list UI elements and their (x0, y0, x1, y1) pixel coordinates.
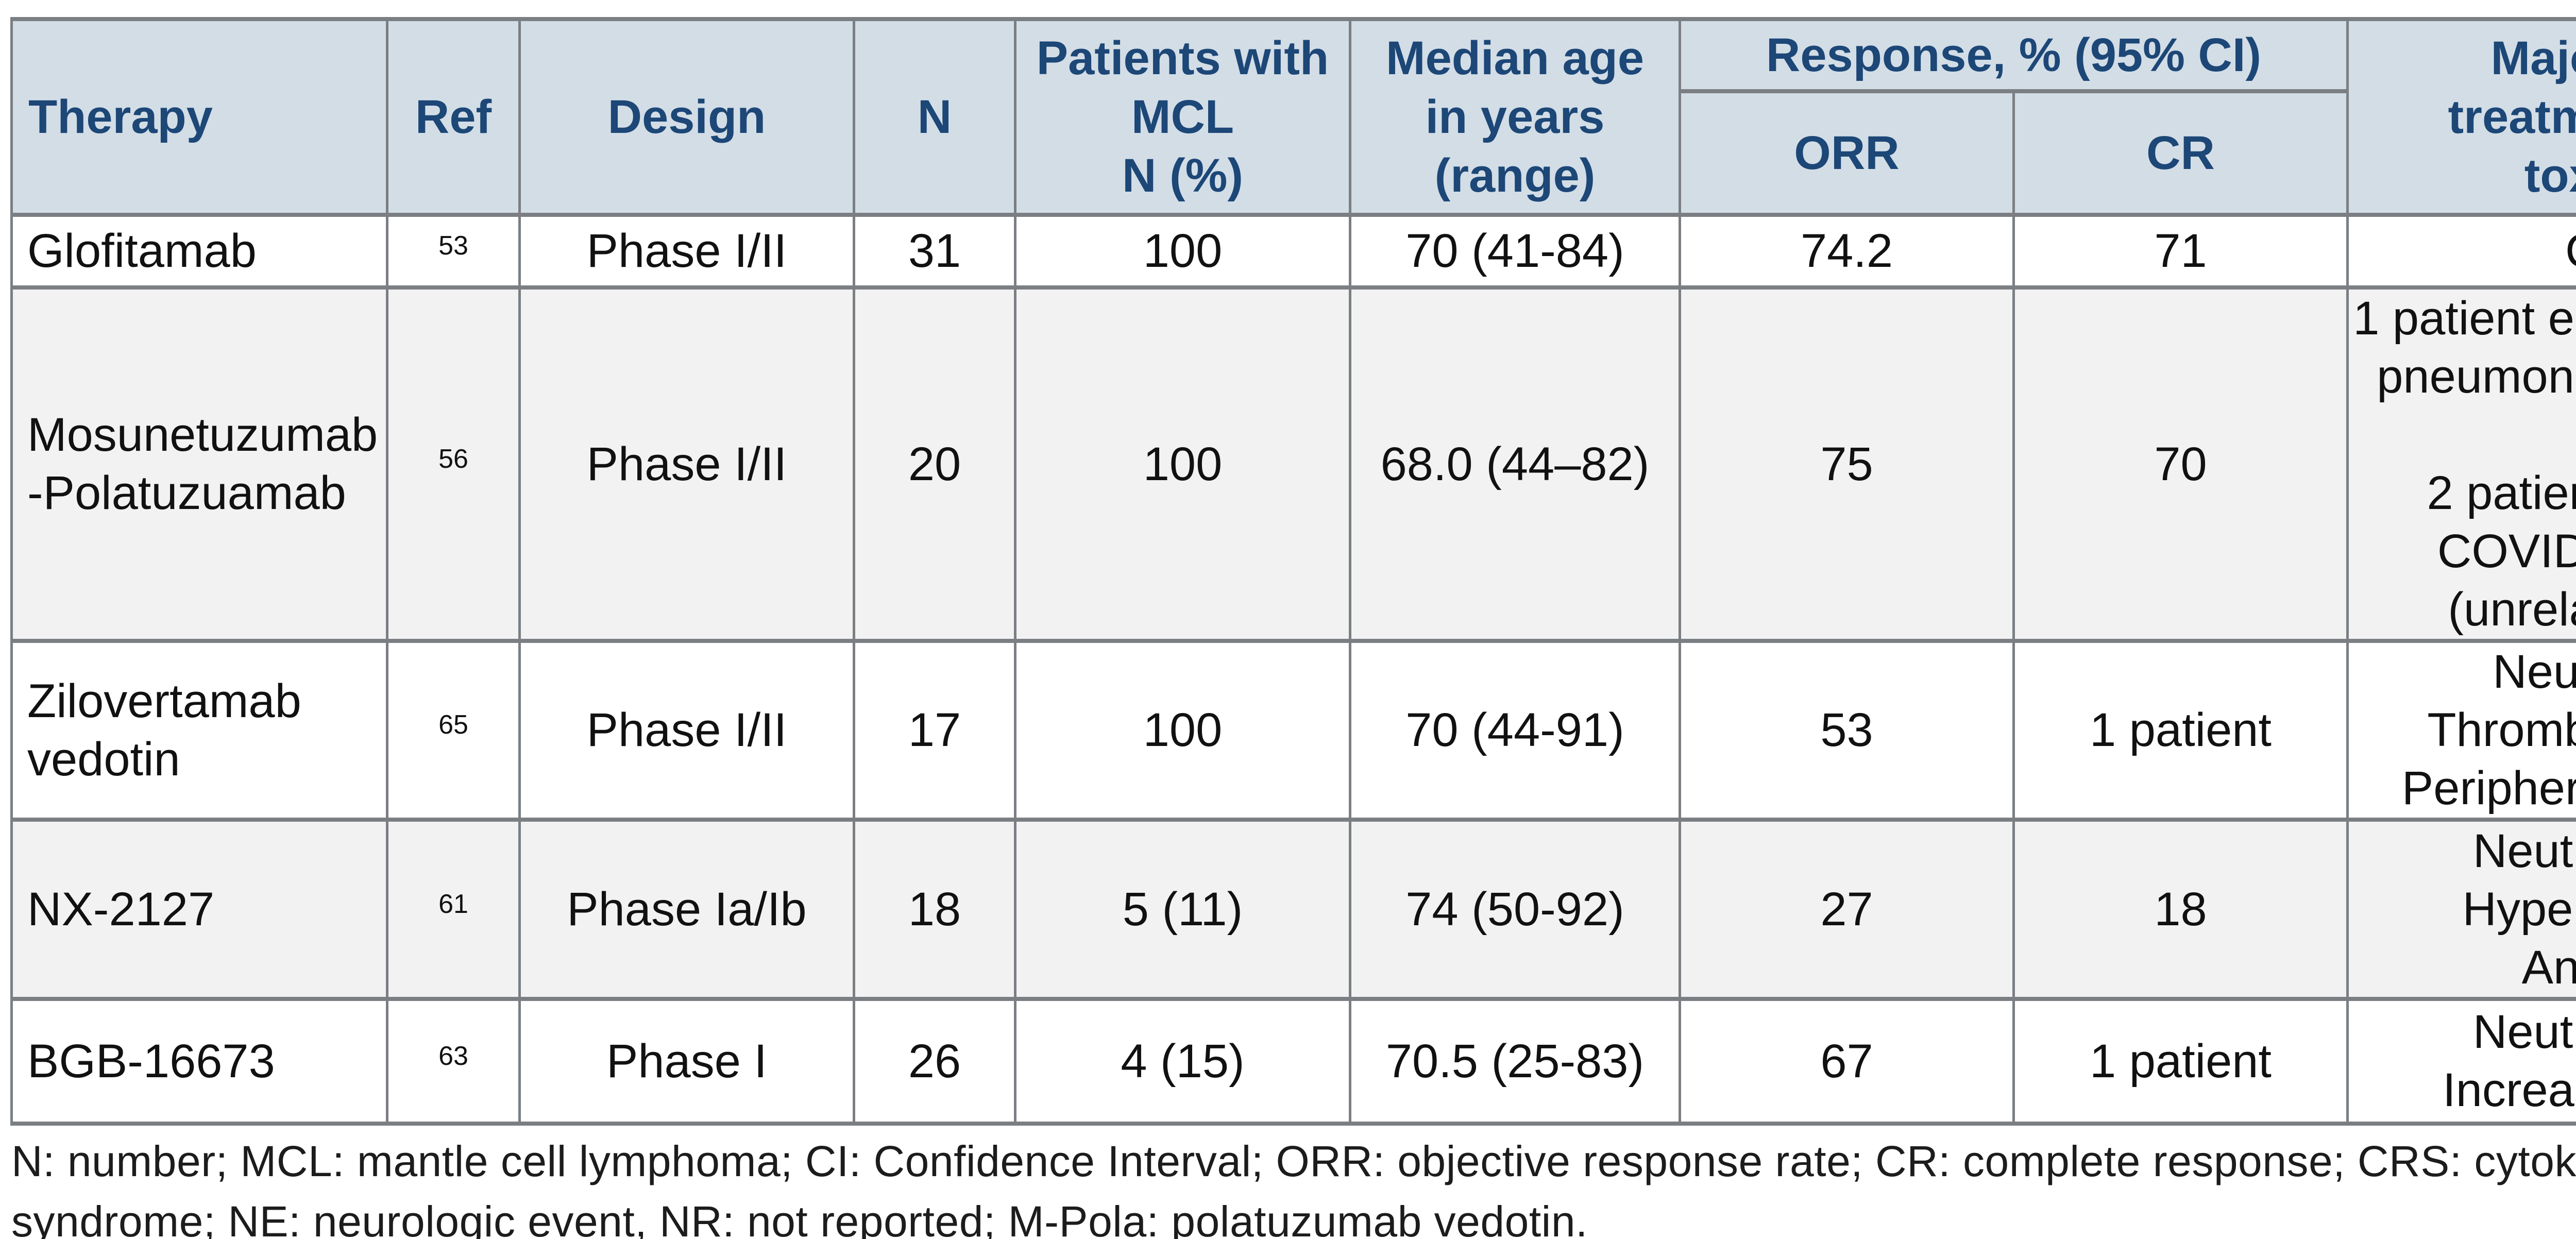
cell-design: Phase I/II (518, 285, 855, 643)
reference-superscript: 65 (438, 710, 468, 740)
cell-therapy: Glofitamab (10, 213, 388, 290)
cell-orr: 75 (1679, 285, 2015, 643)
cell-ref: 56 (386, 285, 521, 643)
col-header-response: Response, % (95% CI) (1679, 17, 2349, 93)
cell-therapy: BGB-16673 (10, 997, 388, 1126)
cell-design: Phase I/II (518, 639, 855, 822)
cell-orr: 67 (1679, 997, 2015, 1126)
col-header-design: Design (518, 17, 855, 217)
col-header-toxicities: Major, grade >3, treatment-emergent toxi… (2346, 17, 2576, 217)
cell-toxicities: Neutropenia (15.4) Increased lipase (3.8… (2346, 997, 2576, 1126)
table-row-mosunetuzumab-polatuzuamab: Mosunetuzumab -Polatuzuamab 56 Phase I/I… (10, 285, 2576, 643)
cell-median-age: 70 (41-84) (1349, 213, 1681, 290)
cell-cr: 71 (2012, 213, 2349, 290)
cell-orr: 27 (1679, 818, 2015, 1001)
cell-therapy: Zilovertamab vedotin (10, 639, 388, 822)
cell-median-age: 70.5 (25-83) (1349, 997, 1681, 1126)
cell-ref: 53 (386, 213, 521, 290)
cell-median-age: 68.0 (44–82) (1349, 285, 1681, 643)
cell-therapy: NX-2127 (10, 818, 388, 1001)
cell-cr: 1 patient (2012, 639, 2349, 822)
cell-toxicities: Neutropenia (32) Thrombocytopenia (11) P… (2346, 639, 2576, 822)
cell-design: Phase Ia/Ib (518, 818, 855, 1001)
cell-toxicities: CRS (8.3) (2346, 213, 2576, 290)
col-header-ref: Ref (386, 17, 521, 217)
cell-median-age: 70 (44-91) (1349, 639, 1681, 822)
col-header-therapy: Therapy (10, 17, 388, 217)
cell-orr: 74.2 (1679, 213, 2015, 290)
mcl-therapy-trials-table: Therapy Ref Design N Patients with MCL N… (10, 17, 2576, 1126)
reference-superscript: 56 (438, 444, 468, 474)
cell-toxicities: 1 patient each with uveitis and pneumoni… (2346, 285, 2576, 643)
reference-superscript: 61 (438, 889, 468, 919)
col-header-orr: ORR (1679, 89, 2015, 217)
cell-toxicities: Neutropenia (38.5) Hypertension (14.9) A… (2346, 818, 2576, 1001)
cell-n: 20 (853, 285, 1016, 643)
cell-n: 18 (853, 818, 1016, 1001)
cell-cr: 70 (2012, 285, 2349, 643)
cell-ref: 65 (386, 639, 521, 822)
cell-ref: 61 (386, 818, 521, 1001)
cell-median-age: 74 (50-92) (1349, 818, 1681, 1001)
cell-n: 26 (853, 997, 1016, 1126)
reference-superscript: 63 (438, 1041, 468, 1071)
cell-design: Phase I (518, 997, 855, 1126)
cell-design: Phase I/II (518, 213, 855, 290)
cell-n: 31 (853, 213, 1016, 290)
cell-orr: 53 (1679, 639, 2015, 822)
col-header-n: N (853, 17, 1016, 217)
cell-cr: 1 patient (2012, 997, 2349, 1126)
cell-n: 17 (853, 639, 1016, 822)
reference-superscript: 53 (438, 231, 468, 261)
col-header-patients-mcl: Patients with MCL N (%) (1014, 17, 1351, 217)
table-row-zilovertamab-vedotin: Zilovertamab vedotin 65 Phase I/II 17 10… (10, 639, 2576, 822)
cell-patients-mcl: 100 (1014, 213, 1351, 290)
cell-patients-mcl: 5 (11) (1014, 818, 1351, 1001)
table-footnote: N: number; MCL: mantle cell lymphoma; CI… (11, 1137, 2576, 1239)
table-row-glofitamab: Glofitamab 53 Phase I/II 31 100 70 (41-8… (10, 213, 2576, 290)
cell-patients-mcl: 4 (15) (1014, 997, 1351, 1126)
cell-patients-mcl: 100 (1014, 639, 1351, 822)
cell-ref: 63 (386, 997, 521, 1126)
cell-therapy: Mosunetuzumab -Polatuzuamab (10, 285, 388, 643)
cell-cr: 18 (2012, 818, 2349, 1001)
col-header-cr: CR (2012, 89, 2349, 217)
table-row-nx-2127: NX-2127 61 Phase Ia/Ib 18 5 (11) 74 (50-… (10, 818, 2576, 1001)
col-header-median-age: Median age in years (range) (1349, 17, 1681, 217)
table-row-bgb-16673: BGB-16673 63 Phase I 26 4 (15) 70.5 (25-… (10, 997, 2576, 1126)
cell-patients-mcl: 100 (1014, 285, 1351, 643)
